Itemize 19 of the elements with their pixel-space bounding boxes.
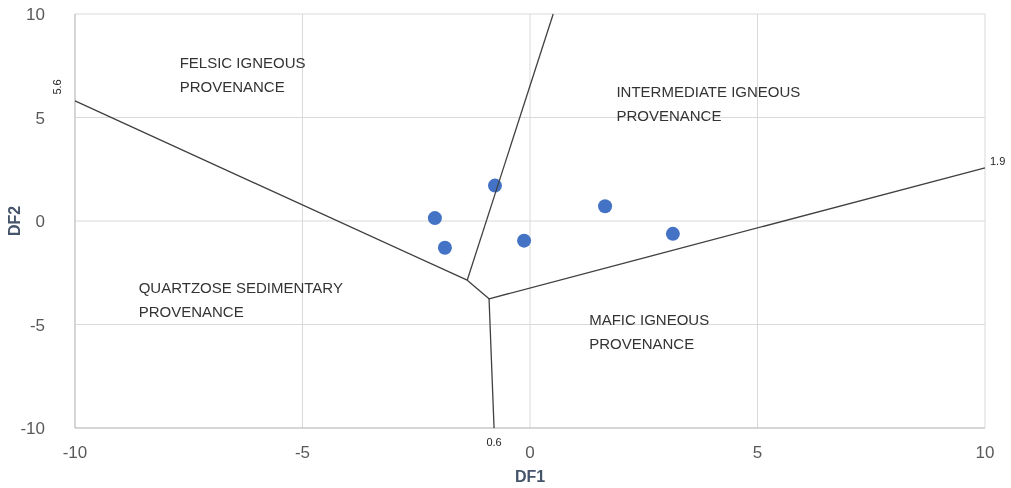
y-tick-label: 10: [26, 5, 45, 24]
annotation: INTERMEDIATE IGNEOUS PROVENANCE: [616, 82, 801, 124]
x-tick-label: 0: [525, 443, 535, 462]
annotation: 0.6: [486, 436, 502, 448]
y-tick-label: -10: [20, 419, 45, 438]
y-axis-title: DF2: [6, 205, 23, 237]
annotation: FELSIC IGNEOUS PROVENANCE: [179, 53, 306, 95]
annotation: QUARTZOSE SEDIMENTARY PROVENANCE: [138, 279, 343, 321]
annotation: 1.9: [990, 155, 1006, 168]
annotation: MAFIC IGNEOUS PROVENANCE: [589, 310, 710, 352]
x-tick-label: -5: [294, 443, 311, 462]
annotation: 5.6: [51, 79, 63, 95]
x-tick-label: 10: [975, 443, 995, 462]
x-tick-label: -10: [62, 443, 88, 462]
y-tick-label: 0: [35, 212, 45, 231]
y-tick-label: 5: [35, 108, 45, 128]
y-tick-label: -5: [29, 315, 45, 335]
x-axis-title: DF1: [514, 468, 546, 485]
x-tick-label: 5: [752, 443, 763, 462]
